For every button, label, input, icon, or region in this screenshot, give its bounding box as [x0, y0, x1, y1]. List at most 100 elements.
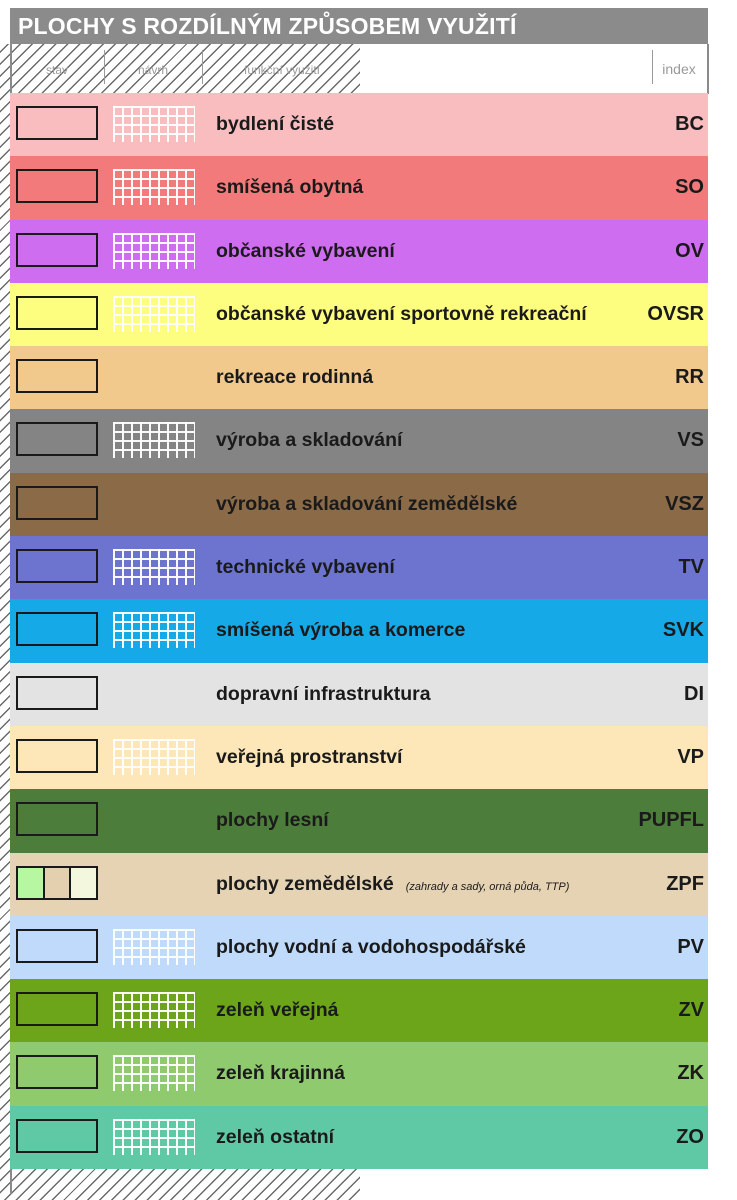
- legend-row: technické vybavení TV: [10, 536, 708, 600]
- row-index-code: VSZ: [665, 492, 704, 515]
- row-label-text: výroba a skladování zemědělské: [216, 492, 518, 515]
- proposal-grid-swatch: [113, 422, 195, 459]
- existing-swatch: [16, 549, 98, 584]
- row-label-text: dopravní infrastruktura: [216, 682, 431, 705]
- proposal-grid-swatch: [113, 612, 195, 649]
- existing-swatch: [16, 106, 98, 140]
- row-label-text: plochy lesní: [216, 809, 329, 832]
- existing-swatch: [16, 169, 98, 204]
- legend-row: veřejná prostranství VP: [10, 725, 708, 790]
- legend-row: zeleň krajinná ZK: [10, 1042, 708, 1106]
- proposal-grid-swatch: [113, 106, 195, 142]
- row-index-code: SO: [675, 176, 704, 199]
- row-index-code: ZV: [678, 999, 704, 1022]
- row-label-text: občanské vybavení sportovně rekreační: [216, 302, 587, 325]
- legend-row: plochy zemědělské (zahrady a sady, orná p…: [10, 852, 708, 916]
- legend-row: zeleň ostatní ZO: [10, 1105, 708, 1170]
- proposal-grid-swatch: [113, 928, 195, 965]
- swatch-segment: [44, 867, 72, 898]
- row-index-code: ZK: [677, 1062, 704, 1085]
- row-label: technické vybavení: [216, 536, 395, 599]
- row-label: zeleň krajinná: [216, 1042, 345, 1105]
- row-label-text: výroba a skladování: [216, 429, 403, 452]
- row-index-code: VS: [677, 429, 704, 452]
- legend-row: bydlení čisté BC: [10, 93, 708, 157]
- row-label: plochy lesní: [216, 789, 329, 852]
- row-index-code: VP: [677, 745, 704, 768]
- header-index: index: [655, 56, 703, 82]
- row-note: (zahrady a sady, orná půda, TTP): [405, 880, 570, 893]
- row-label: smíšená výroba a komerce: [216, 599, 465, 662]
- existing-swatch: [16, 485, 98, 520]
- existing-swatch: [16, 232, 98, 267]
- row-label-text: smíšená výroba a komerce: [216, 619, 466, 642]
- row-label-text: zeleň krajinná: [216, 1062, 345, 1085]
- header-funkcni-vyuziti: funkční využití: [243, 63, 321, 77]
- row-index-code: RR: [675, 366, 704, 389]
- row-label-text: rekreace rodinná: [216, 366, 374, 389]
- header-navrh: návrh: [137, 63, 169, 77]
- proposal-grid-swatch: [113, 169, 195, 206]
- existing-swatch: [16, 928, 98, 963]
- row-label-text: zeleň veřejná: [216, 999, 339, 1022]
- proposal-grid-swatch: [113, 1055, 195, 1092]
- legend-row: dopravní infrastruktura DI: [10, 662, 708, 726]
- existing-swatch: [16, 738, 98, 773]
- row-label-text: veřejná prostranství: [216, 745, 403, 768]
- existing-swatch: [16, 675, 98, 710]
- proposal-grid-swatch: [113, 738, 195, 775]
- row-label-text: bydlení čisté: [216, 113, 335, 135]
- existing-swatch: [16, 1055, 98, 1090]
- row-label: dopravní infrastruktura: [216, 663, 431, 726]
- proposal-grid-swatch: [113, 549, 195, 586]
- proposal-grid-swatch: [113, 992, 195, 1029]
- existing-swatch: [16, 295, 98, 330]
- legend-row: rekreace rodinná RR: [10, 346, 708, 410]
- existing-swatch: [16, 612, 98, 647]
- legend-rows: bydlení čisté BC smíšená obytná SO občanské …: [10, 93, 708, 1170]
- legend-row: občanské vybavení OV: [10, 219, 708, 283]
- row-label: veřejná prostranství: [216, 726, 402, 789]
- header-stav: stav: [45, 63, 68, 77]
- swatch-segment: [71, 867, 97, 898]
- row-label: občanské vybavení: [216, 220, 395, 283]
- row-label: zeleň ostatní: [216, 1106, 334, 1169]
- existing-swatch: [16, 359, 98, 394]
- header-separator: [202, 50, 203, 84]
- existing-swatch: [16, 802, 98, 837]
- row-label: rekreace rodinná: [216, 346, 373, 409]
- row-label: zeleň veřejná: [216, 979, 338, 1042]
- row-index-code: OV: [675, 239, 704, 262]
- row-index-code: ZPF: [666, 872, 704, 895]
- row-label-text: občanské vybavení: [216, 239, 395, 262]
- existing-swatch: [16, 992, 98, 1027]
- existing-swatch: [16, 865, 98, 900]
- legend-row: zeleň veřejná ZV: [10, 979, 708, 1043]
- proposal-grid-swatch: [113, 295, 195, 332]
- legend-row: výroba a skladování zemědělské VSZ: [10, 472, 708, 537]
- legend-row: smíšená obytná SO: [10, 156, 708, 220]
- row-label: výroba a skladování: [216, 409, 402, 472]
- row-index-code: PV: [677, 935, 704, 958]
- row-index-code: ZO: [676, 1125, 704, 1148]
- row-label: plochy vodní a vodohospodářské: [216, 916, 526, 979]
- legend-row: výroba a skladování VS: [10, 409, 708, 473]
- legend-row: občanské vybavení sportovně rekreační OVS…: [10, 282, 708, 347]
- legend-row: smíšená výroba a komerce SVK: [10, 599, 708, 663]
- swatch-segment: [18, 867, 45, 898]
- row-index-code: PUPFL: [638, 809, 704, 832]
- header-separator: [104, 50, 105, 84]
- proposal-grid-swatch: [113, 232, 195, 269]
- row-label-text: technické vybavení: [216, 556, 395, 579]
- row-label: smíšená obytná: [216, 156, 363, 219]
- row-label: občanské vybavení sportovně rekreační: [216, 283, 587, 346]
- row-label: bydlení čisté: [216, 93, 334, 156]
- row-label-text: plochy zemědělské: [216, 872, 394, 895]
- row-label: plochy zemědělské (zahrady a sady, orná p…: [216, 853, 569, 916]
- proposal-grid-swatch: [113, 1118, 195, 1155]
- row-index-code: SVK: [662, 619, 704, 642]
- legend-row: plochy vodní a vodohospodářské PV: [10, 915, 708, 980]
- row-index-code: OVSR: [647, 302, 704, 325]
- legend-row: plochy lesní PUPFL: [10, 789, 708, 853]
- right-frame-line: [707, 44, 709, 94]
